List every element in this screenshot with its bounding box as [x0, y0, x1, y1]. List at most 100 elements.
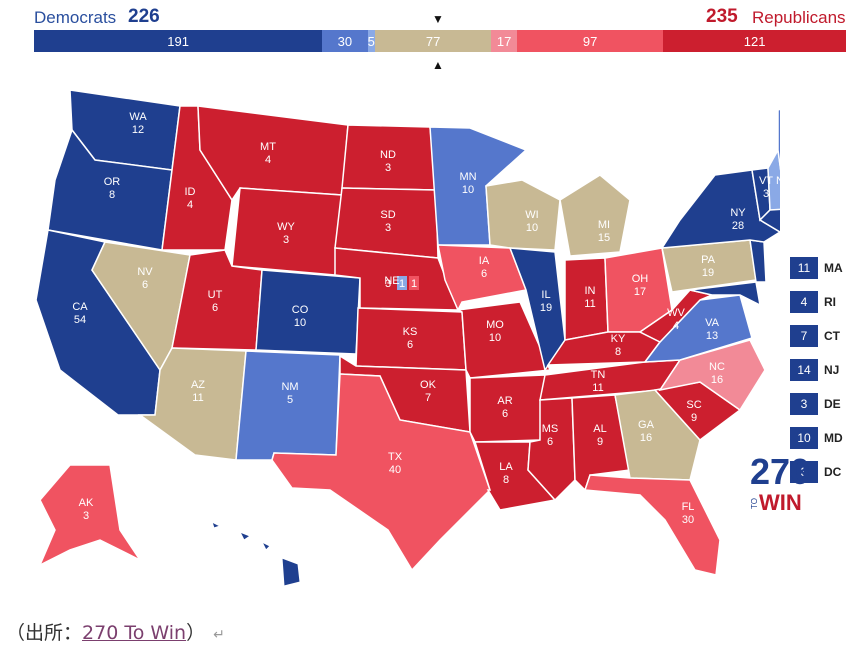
state-label-wy: WY: [277, 221, 295, 233]
state-label-ia: IA: [479, 255, 490, 267]
state-label-al: AL: [593, 423, 606, 435]
bar-segment-6: 121: [663, 30, 846, 52]
state-label-nc: NC: [709, 361, 725, 373]
legend-ev: 10: [790, 427, 818, 449]
state-label-ms: MS: [542, 423, 559, 435]
state-ev-fl: 30: [682, 514, 694, 526]
logo-number: 270: [750, 451, 811, 492]
state-ev-ok: 7: [425, 392, 431, 404]
state-label-mo: MO: [486, 319, 504, 331]
legend-row[interactable]: 11 MA: [790, 256, 850, 280]
state-tx[interactable]: [271, 373, 491, 572]
bar-segment-1: 30: [322, 30, 368, 52]
legend-ev: 7: [790, 325, 818, 347]
state-label-ut: UT: [208, 289, 223, 301]
democrats-total: 226: [128, 6, 160, 27]
state-ev-oh: 17: [634, 286, 646, 298]
state-ev-az: 11: [192, 392, 203, 404]
state-ev-nm: 5: [287, 394, 293, 406]
legend-row[interactable]: 10 MD: [790, 426, 850, 450]
state-ev-pa: 19: [702, 267, 714, 279]
state-ev-id: 4: [187, 199, 193, 211]
state-ev-or: 8: [109, 189, 115, 201]
state-ev-nc: 16: [711, 374, 723, 386]
republicans-label: Republicans: [752, 8, 846, 27]
logo-win: WIN: [759, 490, 802, 515]
bar-segment-5: 97: [516, 30, 664, 52]
state-hi[interactable]: [211, 521, 301, 587]
legend-row[interactable]: 7 CT: [790, 324, 850, 348]
state-mi[interactable]: [559, 174, 631, 257]
state-label-ak: AK: [79, 497, 94, 509]
ne-district-2-label: 1: [411, 278, 417, 290]
state-ev-ne: 3: [385, 278, 391, 290]
state-ev-al: 9: [597, 436, 603, 448]
state-ev-mo: 10: [489, 332, 501, 344]
return-mark-icon: ↵: [213, 627, 225, 643]
republicans-total: 235: [706, 6, 738, 27]
state-label-wa: WA: [129, 111, 147, 123]
legend-abbr: DE: [824, 397, 841, 411]
state-label-la: LA: [499, 461, 513, 473]
state-label-nd: ND: [380, 149, 396, 161]
state-wi[interactable]: [485, 179, 561, 251]
legend-abbr: MA: [824, 261, 843, 275]
state-label-ar: AR: [497, 395, 512, 407]
state-label-wi: WI: [525, 209, 538, 221]
state-ev-ar: 6: [502, 408, 508, 420]
state-label-co: CO: [292, 304, 309, 316]
state-ev-ut: 6: [212, 302, 218, 314]
state-fl[interactable]: [583, 474, 721, 576]
state-label-tn: TN: [591, 369, 606, 381]
state-ev-hi: 4: [261, 574, 267, 586]
state-label-fl: FL: [682, 501, 695, 513]
ne-district-1-box: [397, 276, 407, 290]
source-suffix: ）: [186, 622, 206, 644]
state-label-id: ID: [185, 186, 196, 198]
state-ev-mi: 15: [598, 232, 610, 244]
legend-row[interactable]: 4 RI: [790, 290, 850, 314]
state-label-ca: CA: [72, 301, 88, 313]
state-ev-il: 19: [540, 302, 552, 314]
state-ev-in: 11: [584, 298, 595, 310]
state-ak[interactable]: [38, 464, 143, 567]
state-label-wv: WV: [667, 307, 685, 319]
state-ev-nd: 3: [385, 162, 391, 174]
state-me[interactable]: [777, 102, 780, 210]
state-label-mn: MN: [459, 171, 476, 183]
state-ev-wv: 4: [673, 320, 679, 332]
state-label-ga: GA: [638, 419, 655, 431]
midpoint-arrow-up-icon: ▲: [432, 58, 444, 72]
legend-row[interactable]: 3 DC: [790, 460, 850, 484]
state-label-nh: NH: [776, 175, 780, 187]
electoral-vote-bar: 191 30 5 77 17 97 121: [34, 30, 846, 52]
legend-row[interactable]: 14 NJ: [790, 358, 850, 382]
state-label-mi: MI: [598, 219, 610, 231]
legend-ev: 11: [790, 257, 818, 279]
logo-to: TO: [750, 497, 759, 509]
state-ev-wi: 10: [526, 222, 538, 234]
state-ev-va: 13: [706, 330, 718, 342]
legend-row[interactable]: 3 DE: [790, 392, 850, 416]
midpoint-arrow-down-icon: ▼: [432, 12, 444, 26]
state-nh[interactable]: [767, 147, 780, 211]
bar-segment-3: 77: [375, 30, 492, 52]
state-ev-ga: 16: [640, 432, 652, 444]
state-labels: WA12OR8CA54ID4NV6MT4WY3UT6AZ11CO10NM5ND3…: [72, 111, 780, 586]
state-new-england-south[interactable]: [758, 208, 780, 233]
state-ev-mn: 10: [462, 184, 474, 196]
state-ga[interactable]: [614, 389, 701, 481]
state-label-pa: PA: [701, 254, 716, 266]
state-ev-wy: 3: [283, 234, 289, 246]
source-link[interactable]: 270 To Win: [82, 622, 187, 644]
state-ev-co: 10: [294, 317, 306, 329]
legend-abbr: NJ: [824, 363, 840, 377]
state-ev-ms: 6: [547, 436, 553, 448]
legend-ev: 3: [790, 461, 818, 483]
state-label-sd: SD: [380, 209, 395, 221]
state-label-oh: OH: [632, 273, 649, 285]
state-md[interactable]: [689, 281, 761, 307]
state-ev-nv: 6: [142, 279, 148, 291]
state-label-az: AZ: [191, 379, 205, 391]
state-ar[interactable]: [469, 374, 546, 443]
